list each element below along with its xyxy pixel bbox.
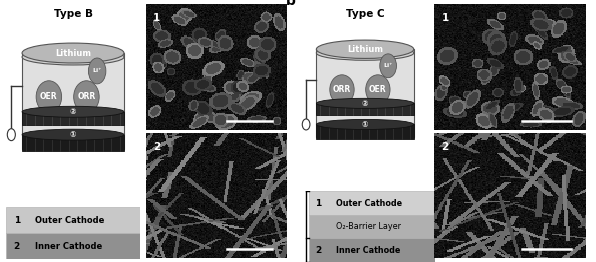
Text: Li⁺: Li⁺ (383, 63, 393, 68)
Text: OER: OER (40, 92, 58, 101)
FancyBboxPatch shape (309, 238, 435, 262)
Text: OER: OER (369, 85, 387, 94)
Circle shape (302, 119, 310, 130)
Text: ①: ① (70, 130, 76, 139)
FancyBboxPatch shape (22, 53, 124, 149)
Ellipse shape (330, 75, 354, 105)
Text: Li⁺: Li⁺ (92, 68, 102, 73)
Ellipse shape (74, 81, 99, 113)
Circle shape (380, 54, 396, 78)
Ellipse shape (366, 75, 390, 105)
Ellipse shape (316, 40, 414, 58)
Text: ②: ② (362, 99, 368, 108)
Ellipse shape (22, 106, 124, 117)
FancyBboxPatch shape (22, 135, 124, 151)
FancyBboxPatch shape (6, 233, 140, 259)
Text: 1: 1 (442, 13, 449, 23)
Text: ORR: ORR (333, 85, 351, 94)
FancyBboxPatch shape (22, 112, 124, 125)
Text: b: b (285, 0, 296, 8)
Text: Outer Cathode: Outer Cathode (336, 199, 402, 208)
Text: Inner Cathode: Inner Cathode (35, 242, 103, 251)
Text: ①: ① (362, 120, 368, 129)
Text: Outer Cathode: Outer Cathode (35, 216, 105, 225)
FancyBboxPatch shape (316, 49, 414, 137)
FancyBboxPatch shape (316, 103, 414, 115)
Ellipse shape (22, 129, 124, 140)
Text: ORR: ORR (77, 92, 95, 101)
Text: Lithium: Lithium (55, 48, 91, 58)
FancyBboxPatch shape (6, 207, 140, 233)
Text: 2: 2 (315, 246, 322, 255)
Text: Type B: Type B (54, 9, 92, 19)
FancyBboxPatch shape (316, 124, 414, 139)
Text: Type C: Type C (346, 9, 384, 19)
Ellipse shape (316, 119, 414, 129)
Text: Inner Cathode: Inner Cathode (336, 246, 401, 255)
Text: 2: 2 (442, 141, 449, 152)
Text: Lithium: Lithium (347, 45, 383, 54)
Text: 1: 1 (153, 13, 160, 23)
Ellipse shape (22, 43, 124, 63)
Text: 2: 2 (14, 242, 20, 251)
Text: O₂-Barrier Layer: O₂-Barrier Layer (336, 222, 401, 231)
FancyBboxPatch shape (309, 191, 435, 215)
Ellipse shape (316, 46, 414, 60)
Circle shape (88, 58, 106, 84)
Text: ②: ② (70, 107, 76, 116)
Ellipse shape (22, 49, 124, 65)
Circle shape (7, 129, 15, 141)
Ellipse shape (316, 98, 414, 108)
Text: 1: 1 (14, 216, 20, 225)
Ellipse shape (36, 81, 61, 113)
FancyBboxPatch shape (309, 215, 435, 238)
Text: 2: 2 (153, 141, 160, 152)
Text: 1: 1 (315, 199, 322, 208)
